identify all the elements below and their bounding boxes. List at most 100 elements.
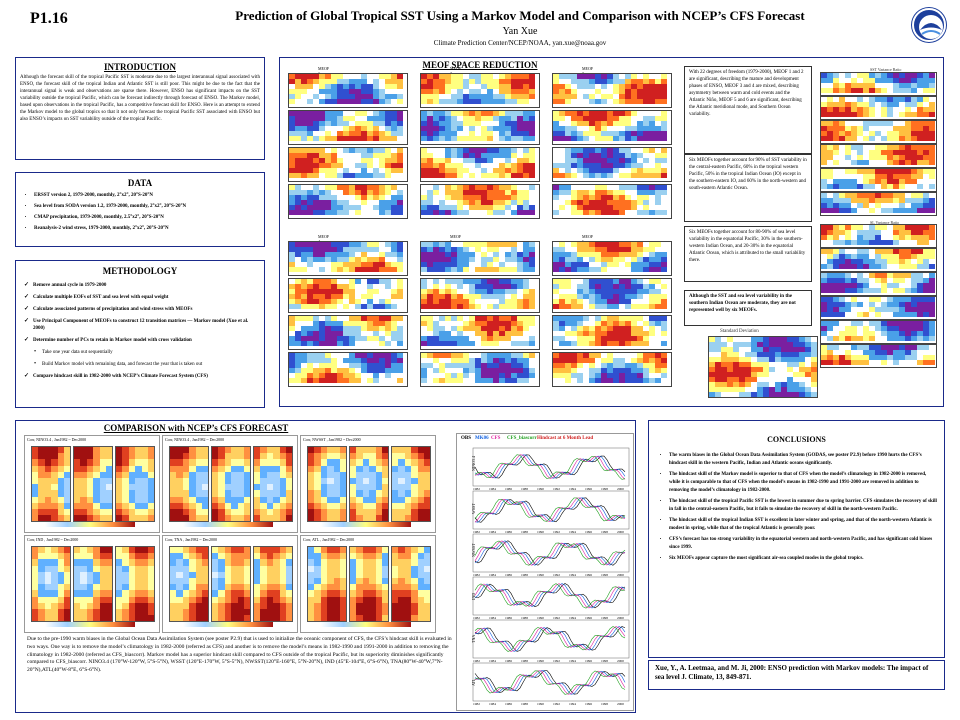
map-cell	[313, 173, 319, 178]
map-cell	[379, 158, 385, 163]
map-cell	[439, 94, 445, 99]
map-cell	[445, 116, 451, 121]
map-cell	[397, 378, 403, 383]
correlation-heatmap	[115, 446, 155, 522]
map-cell	[523, 173, 529, 178]
map-cell	[493, 74, 499, 79]
map-cell	[319, 163, 325, 168]
map-cell	[511, 79, 517, 84]
heatmap-cell	[106, 515, 112, 521]
method-step: Determine number of PCs to retain in Mar…	[24, 337, 260, 344]
map-cell	[481, 173, 487, 178]
map-cell	[529, 99, 535, 104]
sst-ratio-map	[820, 96, 937, 120]
map-cell	[397, 200, 403, 205]
sl-ratio-map	[820, 272, 937, 296]
map-cell	[929, 264, 935, 269]
correlation-figure-title: Corr, TNA , Jan1982 ~ Dec2000	[165, 537, 218, 542]
map-cell	[433, 74, 439, 79]
map-cell	[457, 148, 463, 153]
heatmap-cell	[244, 615, 250, 621]
map-cell	[379, 74, 385, 79]
map-cell	[463, 136, 469, 141]
map-cell	[313, 84, 319, 89]
map-cell	[331, 195, 337, 200]
map-cell	[493, 89, 499, 94]
map-cell	[337, 79, 343, 84]
map-cell	[313, 210, 319, 215]
map-cell	[373, 94, 379, 99]
map-cell	[373, 84, 379, 89]
map-cell	[463, 94, 469, 99]
map-cell	[469, 99, 475, 104]
map-cell	[295, 84, 301, 89]
map-cell	[325, 131, 331, 136]
map-cell	[337, 173, 343, 178]
map-cell	[481, 168, 487, 173]
map-cell	[493, 121, 499, 126]
map-cell	[929, 136, 935, 141]
map-cell	[295, 173, 301, 178]
map-cell	[481, 74, 487, 79]
map-cell	[433, 116, 439, 121]
map-cell	[427, 99, 433, 104]
map-cell	[487, 79, 493, 84]
map-cell	[499, 99, 505, 104]
map-cell	[397, 158, 403, 163]
map-cell	[307, 205, 313, 210]
map-cell	[391, 84, 397, 89]
map-cell	[355, 111, 361, 116]
map-cell	[295, 185, 301, 190]
map-cell	[379, 126, 385, 131]
map-cell	[469, 131, 475, 136]
map-cell	[337, 210, 343, 215]
meof-map	[288, 147, 408, 182]
map-cell	[349, 200, 355, 205]
map-cell	[457, 111, 463, 116]
map-cell	[421, 99, 427, 104]
map-cell	[487, 74, 493, 79]
map-cell	[343, 121, 349, 126]
heatmap-cell	[340, 515, 346, 521]
map-cell	[529, 378, 535, 383]
map-cell	[301, 94, 307, 99]
map-cell	[379, 111, 385, 116]
map-cell	[463, 84, 469, 89]
map-cell	[349, 168, 355, 173]
correlation-figure: Corr, NWSST , Jan1982 ~ Dec2000	[300, 435, 436, 533]
map-cell	[301, 163, 307, 168]
map-cell	[361, 94, 367, 99]
map-cell	[523, 79, 529, 84]
map-cell	[661, 341, 667, 346]
map-cell	[451, 126, 457, 131]
map-cell	[307, 153, 313, 158]
map-cell	[385, 190, 391, 195]
meof-map	[420, 147, 540, 182]
map-cell	[325, 153, 331, 158]
map-cell	[475, 79, 481, 84]
map-cell	[319, 89, 325, 94]
map-cell	[463, 111, 469, 116]
methodology-panel: METHODOLOGY Remove annual cycle in 1979-…	[15, 260, 265, 408]
map-cell	[325, 185, 331, 190]
map-cell	[313, 158, 319, 163]
map-cell	[355, 99, 361, 104]
map-cell	[337, 94, 343, 99]
map-cell	[811, 392, 817, 397]
map-cell	[337, 185, 343, 190]
map-cell	[313, 121, 319, 126]
data-item: Sea level from SODA version 1.2, 1979-20…	[34, 203, 260, 211]
map-cell	[445, 163, 451, 168]
map-cell	[343, 185, 349, 190]
meof-map	[552, 241, 672, 276]
map-cell	[337, 163, 343, 168]
map-cell	[343, 84, 349, 89]
map-cell	[307, 168, 313, 173]
map-cell	[295, 89, 301, 94]
map-cell	[397, 205, 403, 210]
map-cell	[301, 136, 307, 141]
map-cell	[355, 190, 361, 195]
map-cell	[475, 111, 481, 116]
map-cell	[397, 341, 403, 346]
sst-ratio-map	[820, 120, 937, 144]
